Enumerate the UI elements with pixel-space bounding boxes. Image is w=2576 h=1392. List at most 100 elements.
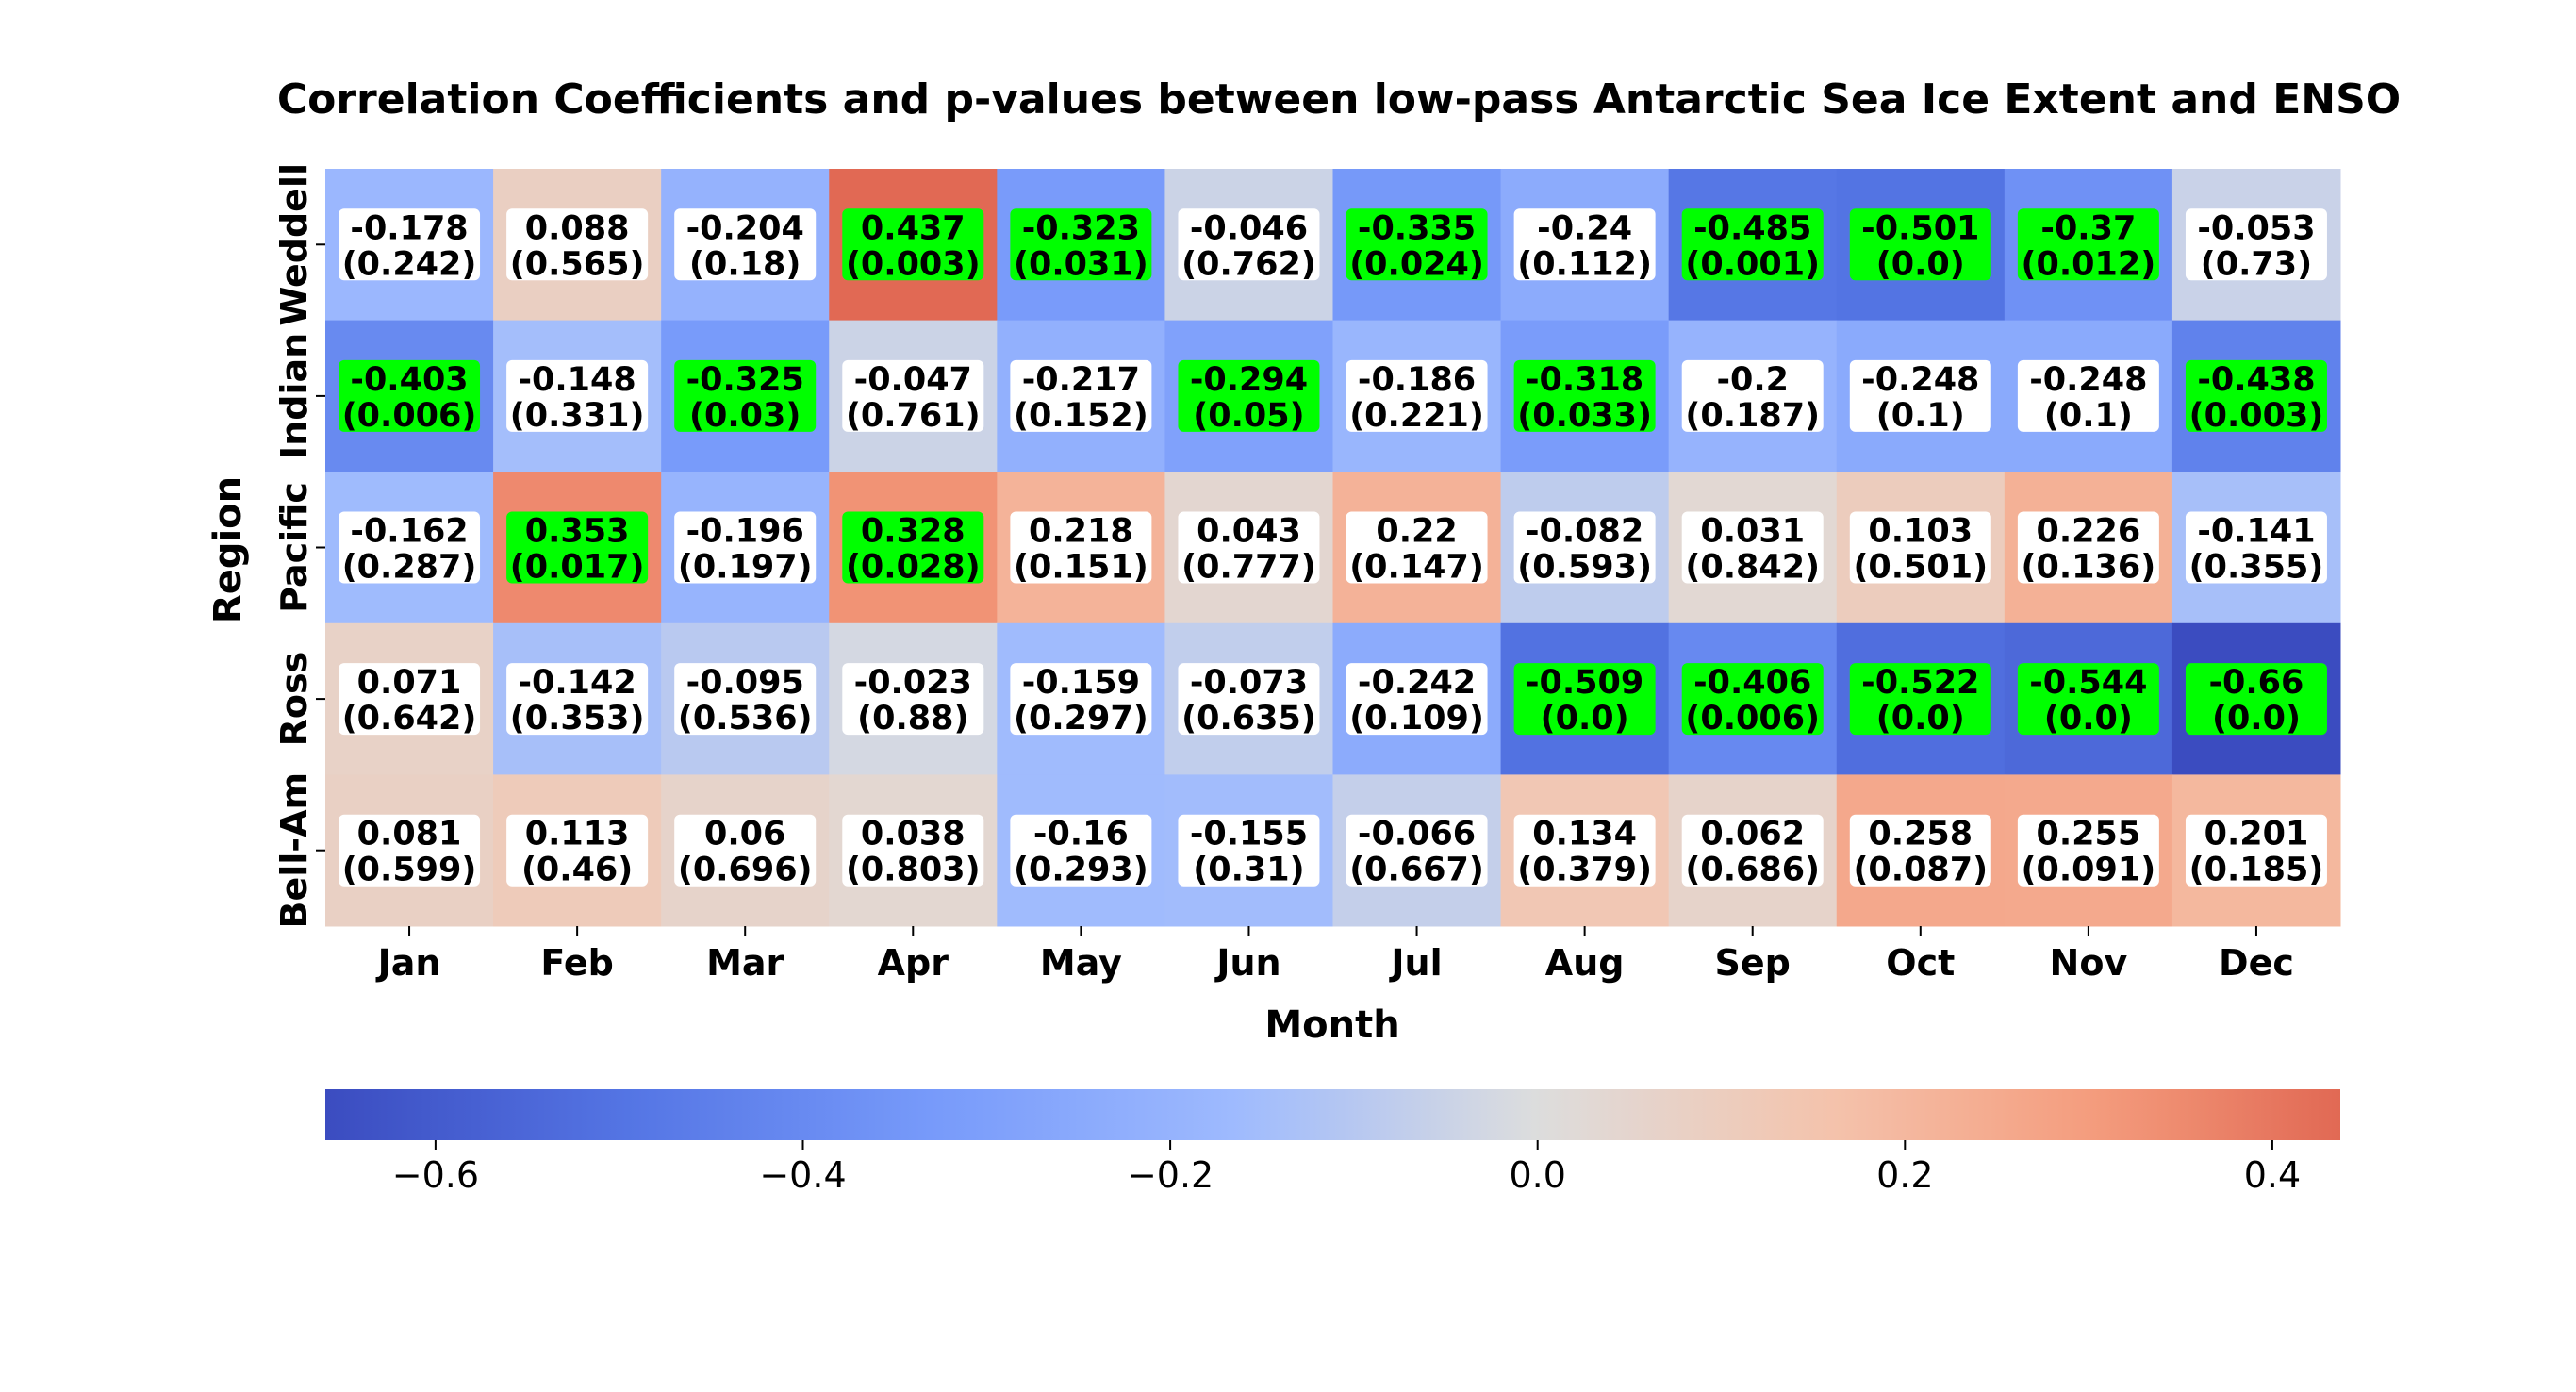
label-box: [339, 208, 481, 281]
cell-value-label: -0.66: [2209, 664, 2304, 702]
heatmap-cell-indian-jun: -0.294(0.05): [1164, 320, 1333, 472]
heatmap-cell-ross-jan: 0.071(0.642): [325, 622, 494, 775]
cell-pvalue-label: (0.003): [846, 245, 981, 283]
label-box: [1849, 359, 1991, 432]
cell-pvalue-label: (0.112): [1517, 245, 1652, 283]
cell-value-label: -0.217: [1022, 361, 1140, 399]
cell-value-label: -0.053: [2197, 209, 2315, 247]
significant-label-box: [1849, 663, 1991, 736]
heatmap-cell-ross-feb: -0.142(0.353): [493, 622, 662, 775]
label-box: [1346, 359, 1488, 432]
heatmap-cell-weddell-nov: -0.37(0.012): [2004, 169, 2173, 322]
cell-pvalue-label: (0.136): [2022, 549, 2156, 587]
cell-value-label: -0.16: [1033, 816, 1129, 853]
cell-value-label: -0.501: [1861, 209, 1979, 247]
cell-value-label: -0.178: [350, 209, 468, 247]
cell-pvalue-label: (0.501): [1853, 549, 1988, 587]
x-tick-label: Nov: [2050, 942, 2128, 984]
label-box: [674, 814, 817, 887]
label-box: [1178, 208, 1320, 281]
cell-value-label: -0.294: [1190, 361, 1308, 399]
cell-value-label: -0.073: [1190, 664, 1308, 702]
colorbar-tick-label: 0.4: [2244, 1154, 2301, 1196]
significant-label-box: [1681, 208, 1824, 281]
label-box: [1681, 359, 1824, 432]
cell-value-label: 0.06: [704, 816, 785, 853]
label-box: [1010, 814, 1152, 887]
label-box: [1178, 814, 1320, 887]
significant-label-box: [2185, 359, 2327, 432]
label-box: [1513, 511, 1656, 584]
label-box: [1010, 511, 1152, 584]
heatmap-cell-indian-mar: -0.325(0.03): [661, 320, 830, 472]
cell-value-label: -0.141: [2197, 513, 2315, 551]
label-box: [1010, 359, 1152, 432]
cell-value-label: 0.226: [2037, 513, 2141, 551]
y-tick-label: Bell-Am: [273, 772, 315, 929]
heatmap-cell-pacific-nov: 0.226(0.136): [2004, 472, 2173, 624]
colorbar-ticks: −0.6 −0.4 −0.2 0.0 0.2 0.4: [392, 1140, 2301, 1196]
heatmap-cell-pacific-jul: 0.22(0.147): [1332, 472, 1502, 624]
heatmap-cell-weddell-aug: -0.24(0.112): [1500, 169, 1670, 322]
cell-value-label: -0.162: [350, 513, 468, 551]
cell-value-label: -0.509: [1526, 664, 1643, 702]
cell-pvalue-label: (0.0): [1876, 245, 1965, 283]
heatmap-cell-bellam-feb: 0.113(0.46): [493, 774, 662, 927]
cell-value-label: -0.148: [519, 361, 636, 399]
cell-value-label: 0.218: [1029, 513, 1133, 551]
label-box: [506, 663, 649, 736]
cell-pvalue-label: (0.803): [846, 852, 981, 889]
cell-value-label: -0.242: [1358, 664, 1476, 702]
cell-value-label: 0.328: [861, 513, 966, 551]
cell-pvalue-label: (0.0): [1541, 700, 1629, 737]
heatmap-cell-pacific-oct: 0.103(0.501): [1836, 472, 2006, 624]
heatmap-cell-indian-apr: -0.047(0.761): [829, 320, 998, 472]
heatmap-cell-ross-mar: -0.095(0.536): [661, 622, 830, 775]
label-box: [339, 814, 481, 887]
heatmap-cell-weddell-feb: 0.088(0.565): [493, 169, 662, 322]
x-tick-label: Jun: [1214, 942, 1280, 984]
cell-pvalue-label: (0.287): [342, 549, 477, 587]
cell-value-label: -0.248: [1861, 361, 1979, 399]
cell-pvalue-label: (0.151): [1014, 549, 1148, 587]
heatmap-cell-weddell-jan: -0.178(0.242): [325, 169, 494, 322]
cell-pvalue-label: (0.024): [1349, 245, 1484, 283]
cell-value-label: -0.325: [686, 361, 804, 399]
cell-pvalue-label: (0.033): [1517, 397, 1652, 435]
colorbar-tick-label: −0.6: [392, 1154, 479, 1196]
x-axis-label: Month: [1264, 1003, 1399, 1047]
significant-label-box: [842, 208, 984, 281]
cell-value-label: -0.204: [686, 209, 804, 247]
cell-value-label: 0.113: [525, 816, 630, 853]
label-box: [674, 208, 817, 281]
colorbar-tick-label: 0.2: [1876, 1154, 1933, 1196]
cell-value-label: -0.544: [2029, 664, 2147, 702]
significant-label-box: [2017, 208, 2159, 281]
cell-value-label: -0.2: [1716, 361, 1789, 399]
heatmap-cell-indian-sep: -0.2(0.187): [1668, 320, 1838, 472]
cell-value-label: -0.438: [2197, 361, 2315, 399]
x-tick-label: Mar: [706, 942, 784, 984]
heatmap-cell-weddell-may: -0.323(0.031): [997, 169, 1165, 322]
label-box: [1346, 814, 1488, 887]
label-box: [2185, 511, 2327, 584]
heatmap-cell-ross-aug: -0.509(0.0): [1500, 622, 1670, 775]
heatmap-cell-bellam-jan: 0.081(0.599): [325, 774, 494, 927]
cell-value-label: 0.255: [2037, 816, 2141, 853]
heatmap-cell-indian-jul: -0.186(0.221): [1332, 320, 1502, 472]
heatmap-cell-bellam-jul: -0.066(0.667): [1332, 774, 1502, 927]
significant-label-box: [1346, 208, 1488, 281]
significant-label-box: [1513, 663, 1656, 736]
colorbar-tick-label: −0.2: [1127, 1154, 1214, 1196]
cell-pvalue-label: (0.1): [2044, 397, 2133, 435]
heatmap-cell-pacific-dec: -0.141(0.355): [2171, 472, 2341, 624]
cell-pvalue-label: (0.565): [510, 245, 645, 283]
cell-pvalue-label: (0.642): [342, 700, 477, 737]
heatmap-cell-ross-jul: -0.242(0.109): [1332, 622, 1502, 775]
significant-label-box: [506, 511, 649, 584]
cell-value-label: -0.403: [350, 361, 468, 399]
cell-pvalue-label: (0.379): [1517, 852, 1652, 889]
cell-pvalue-label: (0.012): [2022, 245, 2156, 283]
significant-label-box: [1178, 359, 1320, 432]
cell-pvalue-label: (0.293): [1014, 852, 1148, 889]
